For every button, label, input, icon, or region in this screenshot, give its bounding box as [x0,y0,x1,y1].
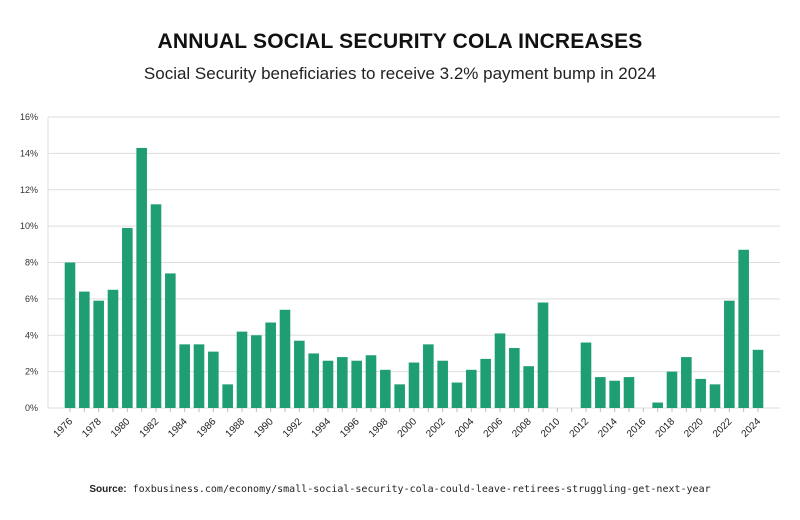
bar-1993 [308,353,319,408]
bar-2000 [408,362,420,408]
x-tick-label: 2004 [453,416,477,440]
x-tick-label: 2020 [682,416,706,440]
x-tick-label: 2024 [740,416,764,440]
x-tick-label: 1976 [52,416,76,440]
bar-2001 [423,344,434,408]
bar-1999 [394,384,405,408]
bar-1997 [365,355,377,408]
x-tick-label: 2016 [625,416,649,440]
y-tick-label: 10% [20,221,38,231]
x-tick-label: 1986 [195,416,219,440]
x-tick-label: 1996 [338,416,362,440]
y-tick-label: 6% [25,294,38,304]
bar-2019 [681,357,692,408]
bar-1981 [136,147,147,408]
bar-1983 [165,273,176,408]
bar-1988 [236,331,248,408]
x-tick-label: 2002 [424,416,448,440]
y-tick-label: 12% [20,185,38,195]
bar-1987 [222,384,233,408]
bar-1978 [93,300,104,408]
bar-2014 [609,380,620,408]
y-tick-label: 14% [20,148,38,158]
bar-2007 [509,347,520,408]
bar-2015 [623,377,635,408]
bar-2020 [695,378,706,408]
bar-2005 [480,358,491,408]
bar-2003 [451,382,463,408]
bar-1992 [294,340,305,408]
x-tick-label: 2018 [654,416,678,440]
x-tick-label: 2014 [596,416,620,440]
bar-1984 [179,344,190,408]
bar-1976 [64,262,76,408]
bar-2009 [537,302,549,408]
source-label: Source: [89,484,127,495]
bar-2006 [494,333,506,408]
bar-2013 [595,377,606,408]
bar-1980 [122,227,133,408]
bar-2008 [523,366,534,408]
source-note: Source: foxbusiness.com/economy/small-so… [0,484,800,495]
bar-1977 [79,291,90,408]
x-tick-label: 1994 [310,416,334,440]
x-tick-label: 2010 [539,416,563,440]
bar-1985 [193,344,205,408]
x-tick-label: 2000 [396,416,420,440]
y-tick-label: 8% [25,258,38,268]
bar-1982 [150,204,162,408]
y-tick-label: 4% [25,330,38,340]
x-tick-label: 1984 [166,416,190,440]
bar-2024 [752,349,764,408]
chart-subtitle: Social Security beneficiaries to receive… [143,64,657,83]
x-tick-label: 1982 [138,416,162,440]
x-tick-label: 1990 [252,416,276,440]
x-tick-label: 2012 [568,416,592,440]
x-tick-label: 1980 [109,416,133,440]
bar-1990 [265,322,276,408]
bar-1986 [208,351,219,408]
x-tick-label: 1978 [80,416,104,440]
bar-2023 [738,249,749,408]
y-tick-label: 2% [25,367,38,377]
x-tick-label: 1988 [224,416,248,440]
x-tick-label: 1992 [281,416,305,440]
chart-title: ANNUAL SOCIAL SECURITY COLA INCREASES [157,30,643,53]
bar-2018 [666,371,678,408]
bar-2002 [437,360,448,408]
bar-2004 [466,369,477,408]
bar-1989 [251,335,262,408]
x-tick-label: 1998 [367,416,391,440]
bar-1996 [351,360,362,408]
x-tick-label: 2022 [711,416,735,440]
bar-2022 [724,300,735,408]
bar-1998 [380,369,391,408]
bar-2017 [652,402,663,408]
bar-1995 [337,357,348,408]
bar-1991 [279,309,291,408]
bar-1994 [322,360,334,408]
bar-2012 [580,342,592,408]
source-url: foxbusiness.com/economy/small-social-sec… [132,484,711,495]
y-tick-label: 0% [25,403,38,413]
x-tick-label: 2006 [482,416,506,440]
bar-2021 [709,384,721,408]
x-tick-label: 2008 [510,416,534,440]
y-tick-label: 16% [20,112,38,122]
bar-1979 [107,289,119,408]
